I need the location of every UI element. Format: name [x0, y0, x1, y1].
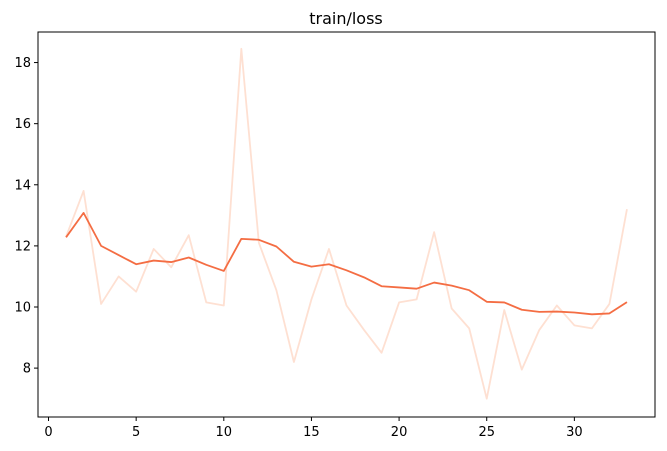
data-point	[363, 329, 365, 331]
x-tick-label: 0	[44, 425, 52, 440]
data-point	[82, 190, 84, 192]
data-point	[450, 284, 452, 286]
x-tick-label: 20	[391, 425, 408, 440]
plot-lines	[65, 47, 628, 400]
y-tick-label: 16	[14, 117, 31, 132]
x-tick-label: 25	[478, 425, 495, 440]
data-point	[450, 307, 452, 309]
series-line-raw	[65, 47, 628, 400]
data-point	[135, 291, 137, 293]
data-point	[486, 301, 488, 303]
data-point	[100, 303, 102, 305]
y-tick-label: 8	[23, 362, 31, 377]
data-point	[100, 245, 102, 247]
x-tick-label: 15	[303, 425, 320, 440]
data-point	[626, 301, 628, 303]
data-point	[573, 324, 575, 326]
data-point	[328, 248, 330, 250]
data-point	[398, 286, 400, 288]
axes: 0 5 10 15 20 25 30 8 10 12 14 16 18	[14, 31, 656, 440]
data-point	[170, 261, 172, 263]
data-point	[626, 208, 628, 210]
data-point	[345, 269, 347, 271]
data-point	[275, 245, 277, 247]
y-tick-label: 10	[14, 301, 31, 316]
data-point	[82, 212, 84, 214]
data-point	[468, 327, 470, 329]
data-point	[398, 301, 400, 303]
data-point	[380, 352, 382, 354]
series-points-raw	[65, 48, 628, 400]
x-tick-label: 30	[566, 425, 583, 440]
data-point	[328, 263, 330, 265]
data-point	[415, 287, 417, 289]
data-point	[486, 397, 488, 399]
series-line-smoothed	[65, 211, 628, 316]
data-point	[65, 236, 67, 238]
data-point	[310, 298, 312, 300]
data-point	[556, 310, 558, 312]
data-point	[538, 329, 540, 331]
data-point	[205, 301, 207, 303]
data-point	[240, 48, 242, 50]
data-point	[170, 266, 172, 268]
data-point	[608, 312, 610, 314]
y-tick-label: 14	[14, 178, 31, 193]
data-point	[205, 264, 207, 266]
data-point	[293, 261, 295, 263]
data-point	[521, 309, 523, 311]
data-point	[573, 311, 575, 313]
data-point	[521, 368, 523, 370]
y-tick-label: 12	[14, 239, 31, 254]
data-point	[538, 311, 540, 313]
data-point	[275, 289, 277, 291]
data-point	[591, 327, 593, 329]
data-point	[258, 239, 260, 241]
data-point	[258, 242, 260, 244]
data-point	[135, 263, 137, 265]
data-point	[117, 275, 119, 277]
data-point	[240, 238, 242, 240]
data-point	[345, 304, 347, 306]
data-point	[503, 309, 505, 311]
data-point	[433, 231, 435, 233]
data-point	[363, 276, 365, 278]
data-point	[152, 248, 154, 250]
data-point	[380, 285, 382, 287]
data-point	[117, 254, 119, 256]
data-point	[433, 281, 435, 283]
x-tick-label: 5	[132, 425, 140, 440]
data-point	[223, 270, 225, 272]
data-point	[310, 265, 312, 267]
data-point	[503, 301, 505, 303]
y-tick-label: 18	[14, 56, 31, 71]
data-point	[188, 234, 190, 236]
data-point	[556, 304, 558, 306]
data-point	[223, 304, 225, 306]
data-point	[152, 259, 154, 261]
data-point	[293, 361, 295, 363]
data-point	[591, 313, 593, 315]
data-point	[415, 298, 417, 300]
data-point	[608, 303, 610, 305]
plot-frame	[37, 31, 656, 418]
series-points-smoothed	[65, 212, 628, 316]
data-point	[188, 256, 190, 258]
data-point	[468, 289, 470, 291]
chart-title: train/loss	[309, 9, 383, 28]
x-tick-label: 10	[216, 425, 233, 440]
